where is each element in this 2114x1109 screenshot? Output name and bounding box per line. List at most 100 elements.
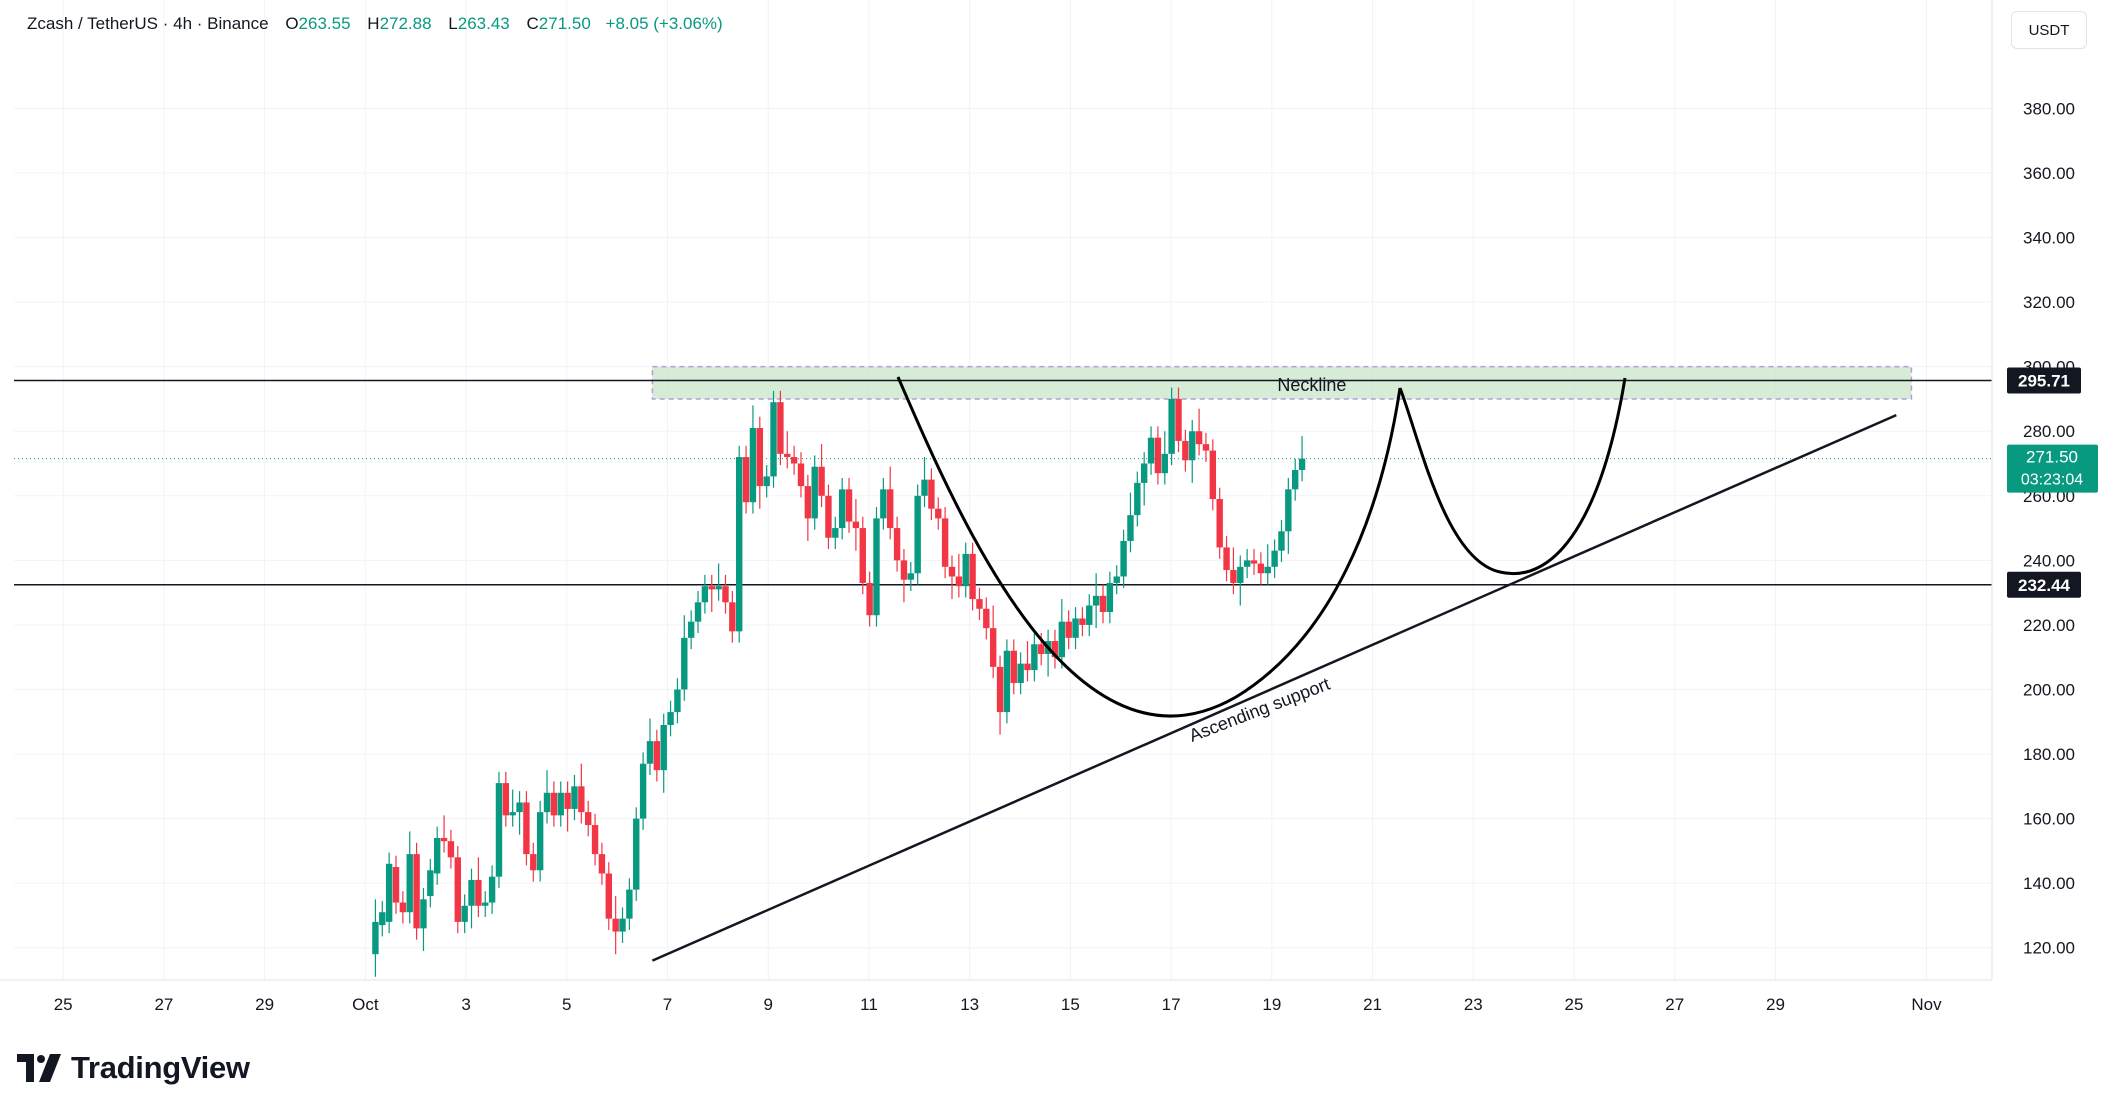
candle-body bbox=[694, 602, 702, 622]
time-tick-label: 23 bbox=[1464, 995, 1483, 1014]
candle-body bbox=[852, 521, 860, 529]
high-label: H bbox=[367, 14, 380, 33]
candle-body bbox=[653, 741, 661, 771]
time-tick-label: 9 bbox=[763, 995, 772, 1014]
candle-body bbox=[983, 608, 990, 629]
candle-body bbox=[605, 873, 612, 919]
open-label: O bbox=[285, 14, 299, 33]
time-tick-label: Nov bbox=[1911, 995, 1942, 1014]
candle-body bbox=[1086, 605, 1093, 625]
candle-body bbox=[1223, 547, 1230, 571]
candle-body bbox=[1072, 618, 1079, 638]
time-axis[interactable]: 25 27 29 Oct 3 5 7 9 11 13 15 17 19 21 23 25 27 29 Nov bbox=[54, 995, 1942, 1014]
candle-body bbox=[866, 582, 873, 616]
candle-body bbox=[454, 857, 461, 922]
currency-button[interactable]: USDT bbox=[2011, 11, 2087, 49]
candle-body bbox=[921, 479, 928, 496]
candle-body bbox=[1147, 437, 1155, 464]
candle-body bbox=[907, 573, 915, 580]
candle-body bbox=[523, 802, 530, 855]
candle-body bbox=[433, 837, 441, 874]
time-tick-label: 25 bbox=[54, 995, 73, 1014]
drawings bbox=[896, 376, 1627, 718]
candle-body bbox=[756, 428, 764, 487]
candle-body bbox=[1079, 618, 1086, 625]
symbol-header: Zcash / TetherUS · 4h · Binance O263.55 … bbox=[27, 14, 723, 34]
price-tick-label: 320.00 bbox=[2023, 293, 2075, 312]
horizontal-lines bbox=[14, 379, 1992, 586]
candle-body bbox=[440, 837, 448, 842]
candle-body bbox=[1113, 576, 1120, 583]
candle-body bbox=[715, 586, 722, 590]
candle-body bbox=[989, 628, 997, 667]
candle-body bbox=[818, 466, 825, 496]
price-tick-label: 380.00 bbox=[2023, 99, 2075, 118]
candle-body bbox=[674, 689, 681, 713]
price-axis[interactable]: 120.00 140.00 160.00 180.00 200.00 220.00 240.… bbox=[0, 0, 2075, 981]
time-tick-label: 27 bbox=[1665, 995, 1684, 1014]
candle-body bbox=[859, 528, 866, 583]
candle-body bbox=[612, 918, 619, 932]
candle-body bbox=[1264, 566, 1271, 574]
time-tick-label: 29 bbox=[255, 995, 274, 1014]
candle-body bbox=[1285, 489, 1292, 532]
neckline-label: Neckline bbox=[1277, 375, 1346, 395]
candle-body bbox=[722, 586, 729, 603]
candle-body bbox=[1031, 644, 1038, 671]
candle-body bbox=[1298, 458, 1306, 470]
candle-body bbox=[1250, 560, 1258, 564]
candle-body bbox=[935, 508, 942, 519]
candle-body bbox=[1065, 621, 1072, 638]
time-tick-label: 11 bbox=[860, 995, 878, 1014]
candle-body bbox=[976, 599, 983, 609]
candle-body bbox=[790, 457, 798, 464]
candle-body bbox=[571, 786, 578, 809]
grid bbox=[14, 0, 1992, 980]
candle-body bbox=[941, 518, 949, 567]
cup-curve-right bbox=[1398, 377, 1627, 575]
candle-body bbox=[1051, 641, 1059, 658]
candle-body bbox=[736, 457, 743, 632]
candle-body bbox=[969, 553, 976, 600]
symbol-title[interactable]: Zcash / TetherUS · 4h · Binance bbox=[27, 14, 269, 33]
time-tick-label: Oct bbox=[352, 995, 379, 1014]
candle-body bbox=[763, 476, 770, 487]
candle-body bbox=[591, 825, 599, 855]
candle-body bbox=[742, 457, 750, 503]
ascending-support-trendline bbox=[651, 413, 1897, 962]
candle-body bbox=[1058, 621, 1066, 658]
brand-logo[interactable]: TradingView bbox=[17, 1050, 250, 1086]
candle-body bbox=[845, 489, 853, 522]
price-tick-label: 200.00 bbox=[2023, 680, 2075, 699]
level-price-value: 232.44 bbox=[2018, 576, 2071, 595]
low-label: L bbox=[448, 14, 458, 33]
time-tick-label: 19 bbox=[1262, 995, 1281, 1014]
close-label: C bbox=[526, 14, 539, 33]
candle-body bbox=[1140, 463, 1148, 483]
candle-body bbox=[1209, 450, 1217, 500]
candles bbox=[372, 387, 1306, 977]
candle-body bbox=[385, 863, 393, 922]
candle-body bbox=[687, 621, 695, 638]
candle-body bbox=[502, 783, 510, 816]
open-value: 263.55 bbox=[298, 14, 351, 33]
candle-body bbox=[392, 867, 400, 903]
candle-body bbox=[475, 879, 482, 906]
candle-body bbox=[1202, 444, 1210, 451]
candle-body bbox=[948, 566, 956, 577]
candle-body bbox=[578, 786, 585, 813]
candle-body bbox=[536, 812, 544, 871]
candle-body bbox=[372, 921, 379, 955]
candle-body bbox=[639, 763, 647, 819]
candle-body bbox=[825, 495, 832, 538]
time-tick-label: 5 bbox=[562, 995, 571, 1014]
candle-body bbox=[1257, 563, 1265, 574]
time-tick-label: 25 bbox=[1565, 995, 1584, 1014]
candle-body bbox=[1099, 595, 1107, 612]
candle-body bbox=[708, 586, 715, 590]
candle-body bbox=[468, 879, 475, 906]
candle-body bbox=[914, 495, 921, 574]
candle-body bbox=[880, 489, 887, 519]
candle-body bbox=[633, 818, 640, 890]
